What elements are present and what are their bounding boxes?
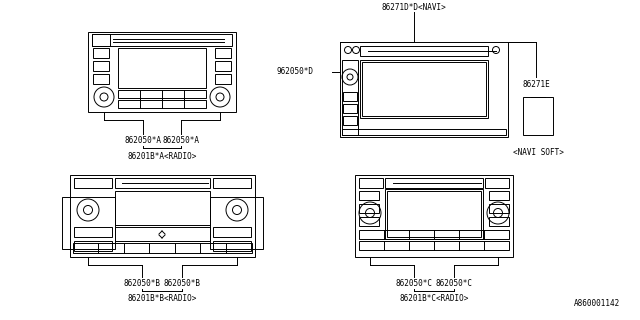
Bar [92,34,110,46]
Bar [74,178,112,188]
Bar [355,175,513,257]
Text: 862050*B: 862050*B [124,279,161,288]
Bar [385,178,483,188]
Bar [385,189,483,239]
Text: 862050*C: 862050*C [435,279,472,288]
Bar [523,97,553,135]
Text: 86201B*A<RADIO>: 86201B*A<RADIO> [127,152,196,161]
Bar [342,129,506,135]
Text: 862050*A: 862050*A [163,136,200,145]
Bar [73,243,252,253]
Bar [213,227,251,237]
Bar [489,204,509,213]
Bar [115,178,210,188]
Bar [118,100,206,108]
Bar [74,227,112,237]
Text: 862050*C: 862050*C [396,279,433,288]
Bar [387,191,481,237]
Bar [215,48,231,58]
Bar [115,191,210,225]
Bar [92,34,232,46]
Bar [489,191,509,200]
Bar [62,197,115,249]
Bar [359,230,509,239]
Bar [340,42,508,137]
Bar [210,197,263,249]
Bar [118,48,206,88]
Text: 862050*B: 862050*B [163,279,200,288]
Bar [489,217,509,226]
Bar [115,227,210,241]
Text: <NAVI SOFT>: <NAVI SOFT> [513,148,563,157]
Bar [213,241,251,251]
Bar [342,60,358,135]
Bar [215,74,231,84]
Bar [485,178,509,188]
Text: 86201B*B<RADIO>: 86201B*B<RADIO> [127,294,196,303]
Bar [215,61,231,71]
Text: 962050*D: 962050*D [276,68,314,76]
Text: 86271D*D<NAVI>: 86271D*D<NAVI> [381,3,446,12]
Bar [359,178,383,188]
Bar [213,178,251,188]
Bar [359,241,509,250]
Text: 862050*A: 862050*A [125,136,161,145]
Bar [93,61,109,71]
Bar [359,191,379,200]
Bar [360,46,488,56]
Bar [93,74,109,84]
Bar [70,175,255,257]
Bar [118,90,206,98]
Bar [343,104,357,113]
Bar [93,48,109,58]
Text: 86271E: 86271E [522,80,550,89]
Text: 86201B*C<RADIO>: 86201B*C<RADIO> [399,294,468,303]
Bar [360,60,488,118]
Text: A860001142: A860001142 [573,299,620,308]
Bar [74,241,112,251]
Bar [359,217,379,226]
Bar [362,62,486,116]
Bar [359,204,379,213]
Bar [343,116,357,125]
Bar [88,32,236,112]
Bar [343,92,357,101]
